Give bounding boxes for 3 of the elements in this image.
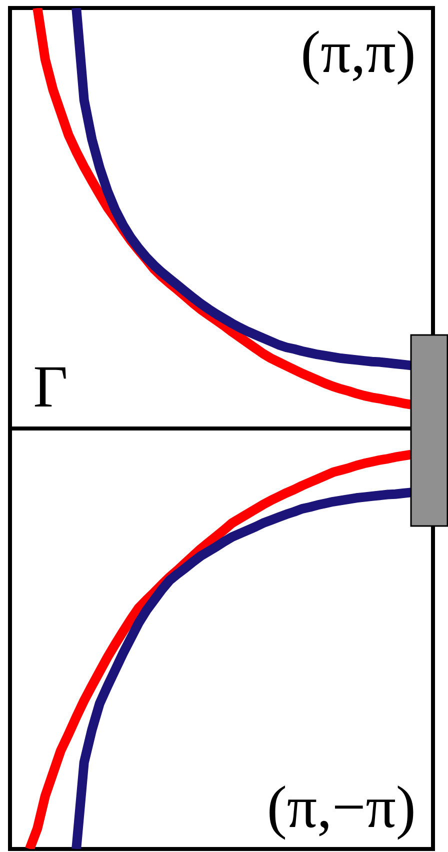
annotation: (π,π) xyxy=(303,30,414,85)
annotation: Γ xyxy=(34,367,66,406)
annotation: (π,−π) xyxy=(270,786,414,840)
